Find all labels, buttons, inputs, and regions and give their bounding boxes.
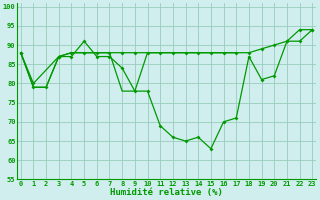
X-axis label: Humidité relative (%): Humidité relative (%) — [110, 188, 223, 197]
